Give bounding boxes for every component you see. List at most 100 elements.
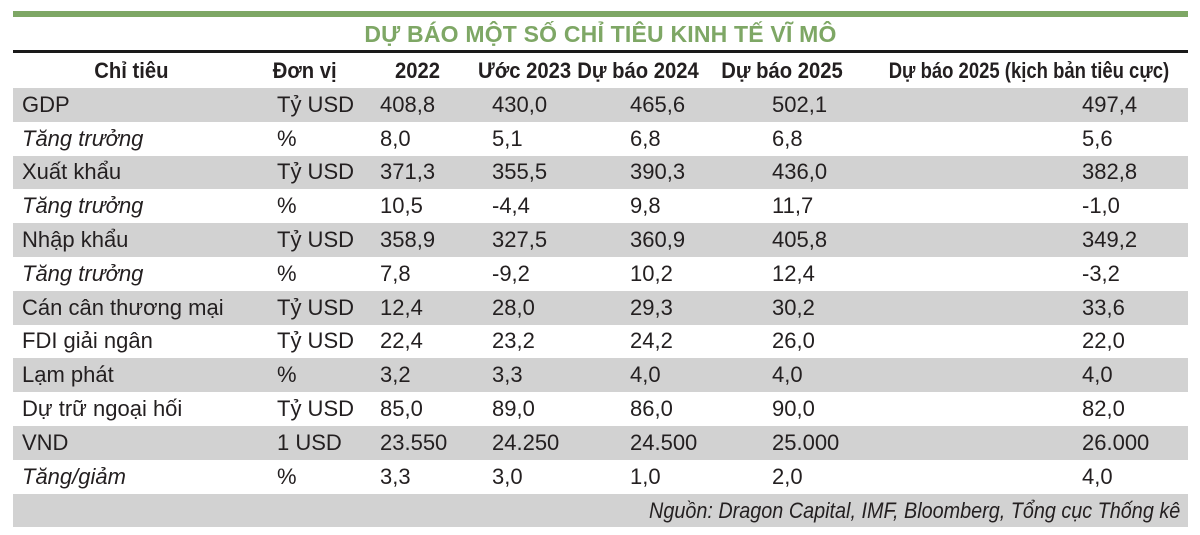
header-label: Dự báo 2024	[577, 57, 699, 83]
cell: 382,8	[1082, 159, 1138, 185]
row-can-can-thuong-mai: Cán cân thương mại Tỷ USD 12,4 28,0 29,3…	[13, 290, 1188, 325]
cell: 26,0	[772, 328, 815, 354]
cell: 2,0	[772, 463, 803, 489]
cell: 89,0	[492, 396, 535, 422]
header-don-vi: Đơn vị	[250, 53, 360, 88]
row-label: FDI giải ngân	[22, 328, 153, 354]
cell: 465,6	[630, 91, 686, 117]
row-label: VND	[22, 429, 69, 455]
cell: 355,5	[492, 159, 548, 185]
cell: 327,5	[492, 227, 548, 253]
cell: %	[277, 463, 297, 489]
cell: %	[277, 362, 297, 388]
header-uoc-2023: Ước 2023	[474, 53, 572, 88]
cell: 86,0	[630, 396, 673, 422]
row-fdi-giai-ngan: FDI giải ngân Tỷ USD 22,4 23,2 24,2 26,0…	[13, 325, 1188, 359]
header-label: Ước 2023	[478, 57, 572, 83]
row-gdp-growth: Tăng trưởng % 8,0 5,1 6,8 6,8 5,6	[13, 122, 1188, 156]
row-label: Tăng trưởng	[22, 193, 144, 219]
row-label: Cán cân thương mại	[22, 294, 224, 320]
cell: 90,0	[772, 396, 815, 422]
cell: 390,3	[630, 159, 686, 185]
cell: 1 USD	[277, 429, 342, 455]
header-2022: 2022	[360, 53, 474, 88]
cell: 24.250	[492, 429, 560, 455]
cell: %	[277, 260, 297, 286]
row-label: Dự trữ ngoại hối	[22, 396, 183, 422]
row-lam-phat: Lạm phát % 3,2 3,3 4,0 4,0 4,0	[13, 358, 1188, 393]
header-label: Chỉ tiêu	[94, 57, 169, 83]
cell: 5,6	[1082, 125, 1113, 151]
cell: %	[277, 193, 297, 219]
cell: Tỷ USD	[277, 294, 354, 320]
table-title: DỰ BÁO MỘT SỐ CHỈ TIÊU KINH TẾ VĨ MÔ	[364, 21, 837, 47]
cell: Tỷ USD	[277, 159, 354, 185]
cell: 28,0	[492, 294, 535, 320]
row-label: Tăng trưởng	[22, 125, 144, 151]
row-gdp: GDP Tỷ USD 408,8 430,0 465,6 502,1 497,4	[13, 88, 1188, 122]
cell: Tỷ USD	[277, 91, 354, 117]
cell: 12,4	[380, 294, 423, 320]
row-xuat-khau-growth: Tăng trưởng % 10,5 -4,4 9,8 11,7 -1,0	[13, 189, 1188, 223]
header-chi-tieu: Chỉ tiêu	[13, 53, 250, 88]
cell: 430,0	[492, 91, 548, 117]
row-label: Tăng/giảm	[22, 463, 126, 489]
header-label: Dự báo 2025 (kịch bản tiêu cực)	[888, 57, 1170, 83]
header-row: Chỉ tiêu Đơn vị 2022 Ước 2023 Dự báo 202…	[13, 53, 1188, 88]
row-label: Lạm phát	[22, 362, 114, 388]
cell: 29,3	[630, 294, 673, 320]
accent-bar	[13, 11, 1188, 17]
header-label: Đơn vị	[273, 57, 337, 83]
header-du-bao-2025: Dự báo 2025	[702, 53, 862, 88]
cell: 497,4	[1082, 91, 1138, 117]
cell: 85,0	[380, 396, 423, 422]
cell: 4,0	[630, 362, 661, 388]
cell: Tỷ USD	[277, 328, 354, 354]
header-rule	[13, 50, 1188, 53]
cell: 405,8	[772, 227, 828, 253]
source-note: Nguồn: Dragon Capital, IMF, Bloomberg, T…	[648, 498, 1180, 523]
row-label: Xuất khẩu	[22, 159, 122, 185]
cell: 8,0	[380, 125, 411, 151]
cell: 1,0	[630, 463, 661, 489]
cell: 26.000	[1082, 429, 1150, 455]
row-label: GDP	[22, 91, 70, 117]
cell: 9,8	[630, 193, 661, 219]
cell: 3,0	[492, 463, 523, 489]
cell: 6,8	[630, 125, 661, 151]
header-du-bao-2025-kich-ban-tieu-cuc: Dự báo 2025 (kịch bản tiêu cực)	[862, 53, 1188, 88]
cell: 22,4	[380, 328, 423, 354]
header-du-bao-2024: Dự báo 2024	[572, 53, 702, 88]
cell: 408,8	[380, 91, 436, 117]
cell: 6,8	[772, 125, 803, 151]
cell: -9,2	[492, 260, 530, 286]
cell: 24.500	[630, 429, 698, 455]
cell: 7,8	[380, 260, 411, 286]
cell: 10,5	[380, 193, 423, 219]
cell: 23,2	[492, 328, 535, 354]
row-vnd-tang-giam: Tăng/giảm % 3,3 3,0 1,0 2,0 4,0	[13, 460, 1188, 494]
cell: 5,1	[492, 125, 523, 151]
cell: 23.550	[380, 429, 448, 455]
cell: 371,3	[380, 159, 436, 185]
cell: 3,2	[380, 362, 411, 388]
cell: 3,3	[380, 463, 411, 489]
cell: 4,0	[1082, 463, 1113, 489]
cell: 436,0	[772, 159, 828, 185]
cell: 82,0	[1082, 396, 1125, 422]
row-label: Nhập khẩu	[22, 227, 129, 253]
cell: 11,7	[772, 193, 814, 219]
cell: 349,2	[1082, 227, 1138, 253]
cell: 24,2	[630, 328, 673, 354]
cell: -3,2	[1082, 260, 1120, 286]
macro-forecast-table: Chỉ tiêu Đơn vị 2022 Ước 2023 Dự báo 202…	[13, 53, 1188, 494]
cell: 33,6	[1082, 294, 1125, 320]
cell: 22,0	[1082, 328, 1125, 354]
cell: 30,2	[772, 294, 815, 320]
row-xuat-khau: Xuất khẩu Tỷ USD 371,3 355,5 390,3 436,0…	[13, 155, 1188, 190]
cell: 10,2	[630, 260, 673, 286]
cell: Tỷ USD	[277, 227, 354, 253]
cell: 360,9	[630, 227, 686, 253]
row-nhap-khau: Nhập khẩu Tỷ USD 358,9 327,5 360,9 405,8…	[13, 223, 1188, 257]
